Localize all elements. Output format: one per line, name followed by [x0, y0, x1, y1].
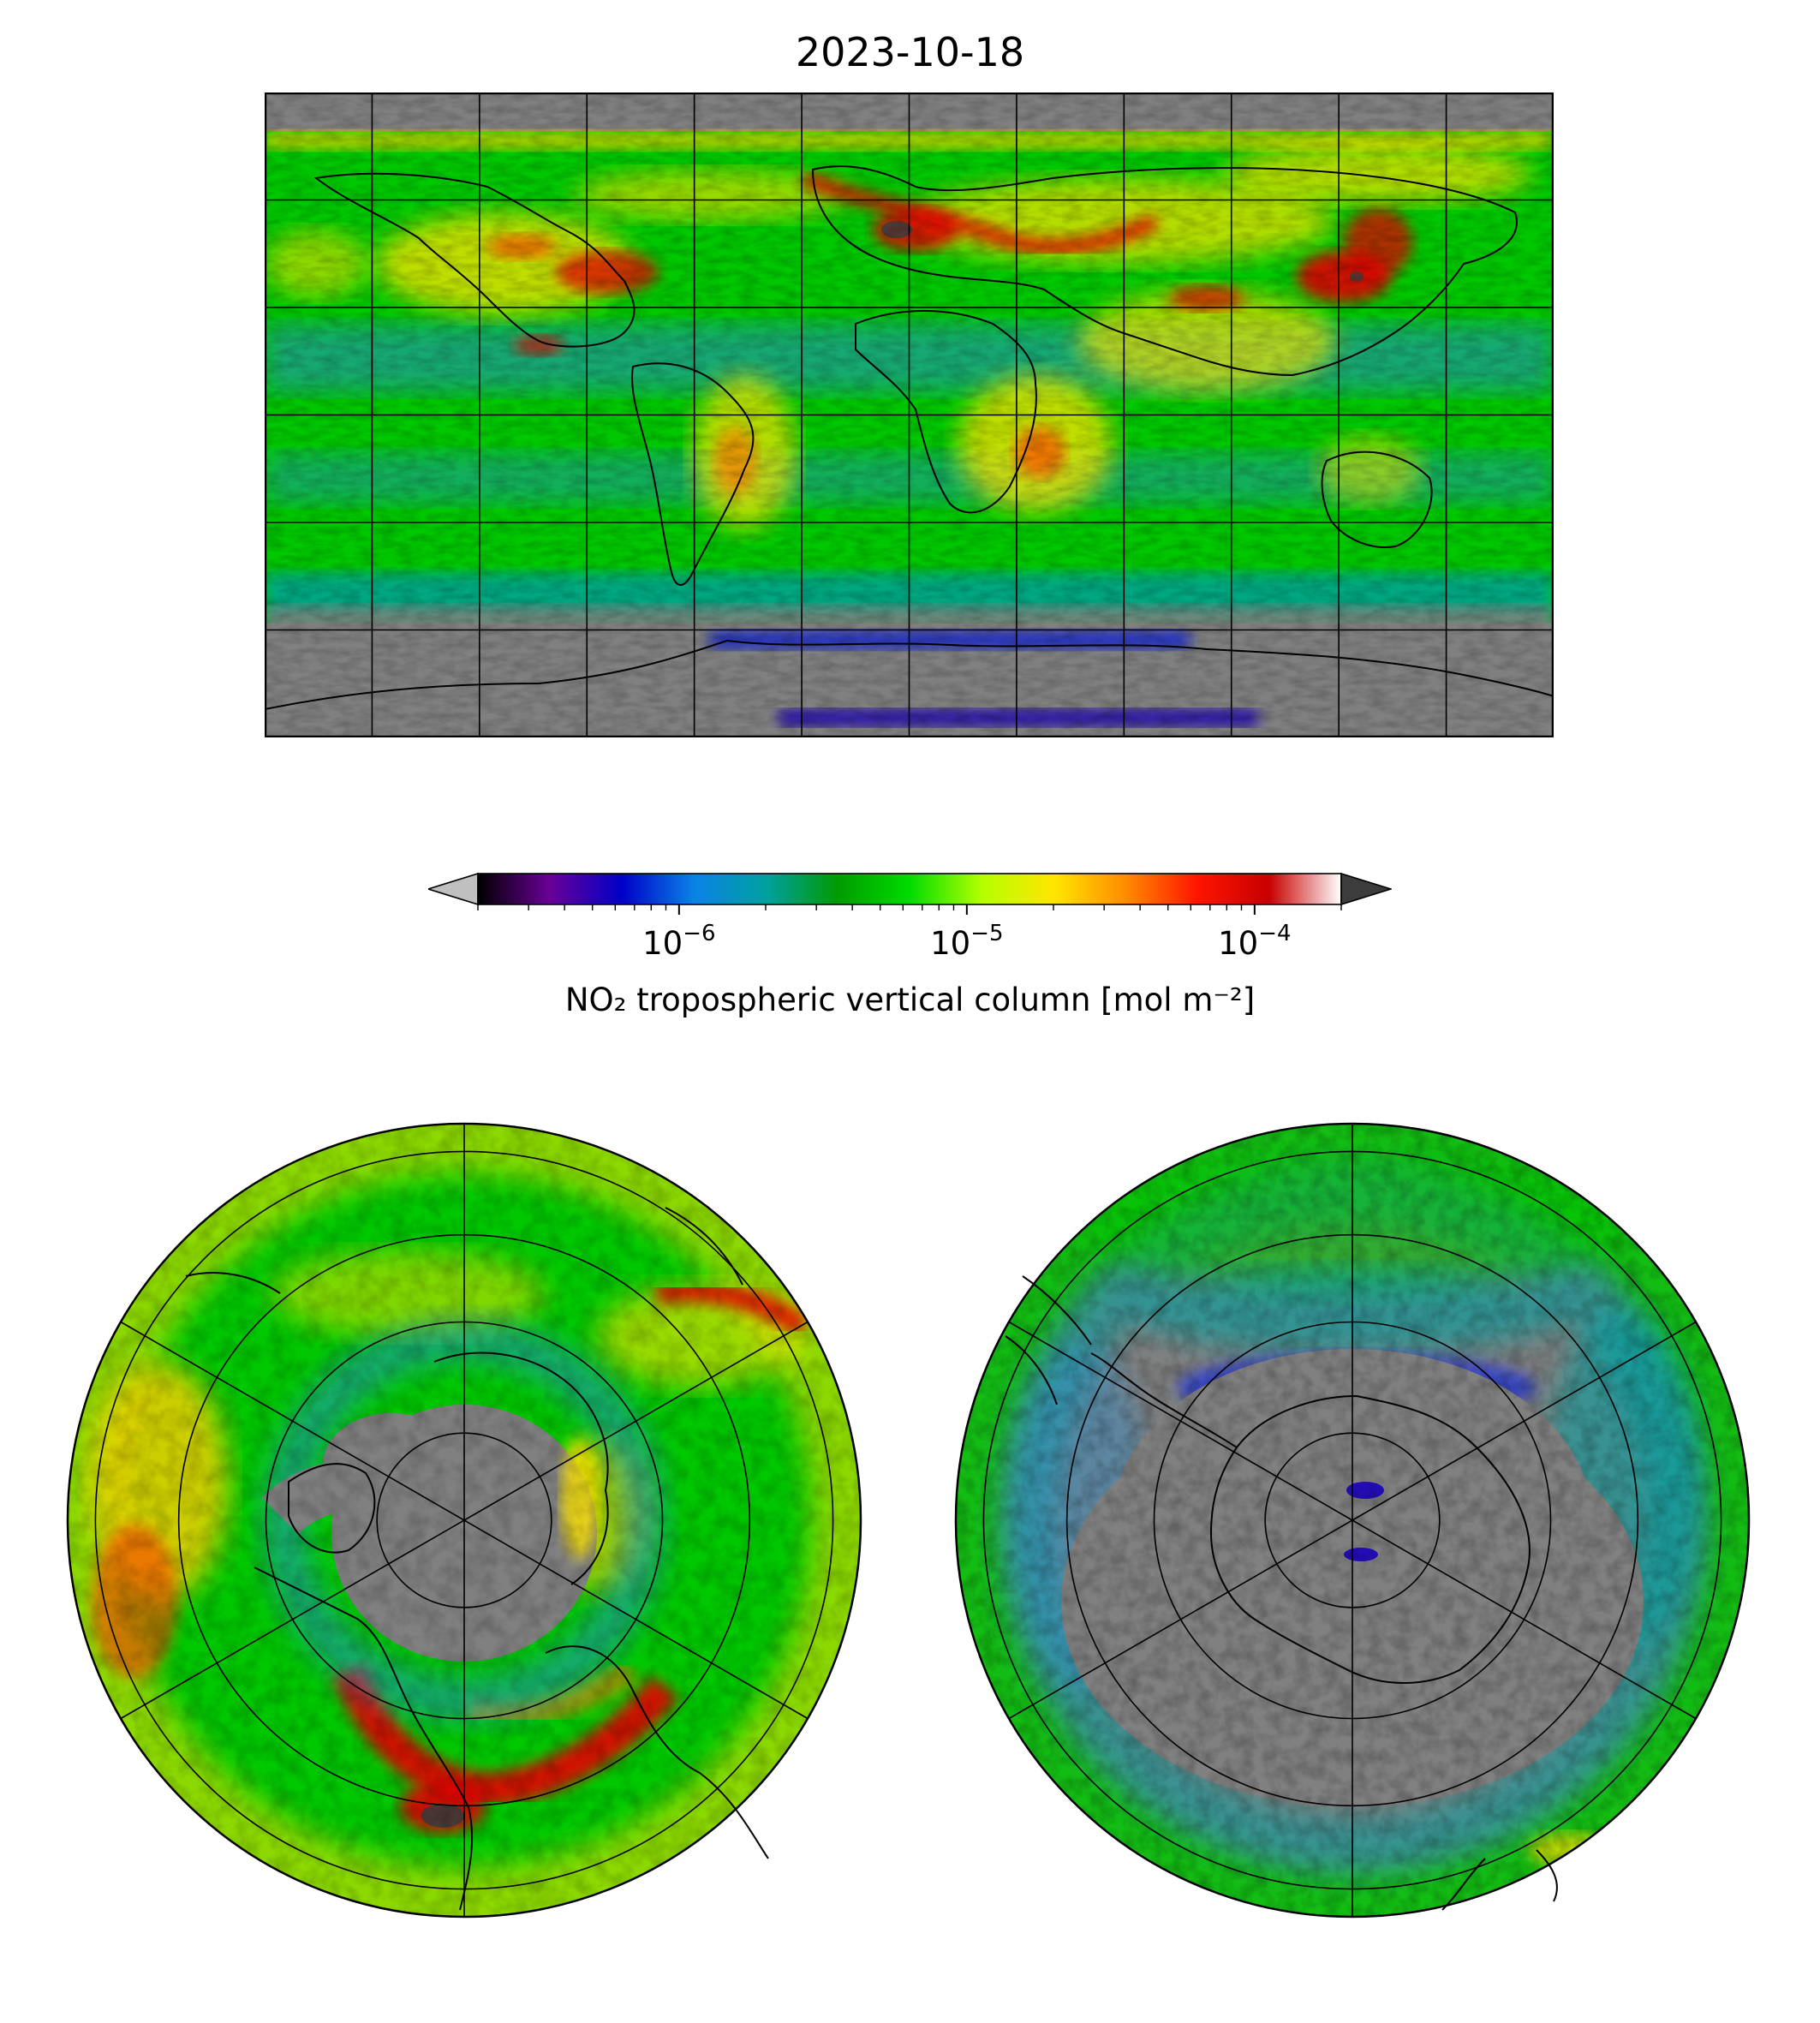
global-coastlines: [265, 165, 1554, 710]
north-gridlines: [94, 1124, 834, 1917]
south-gridlines: [982, 1124, 1722, 1917]
north-polar-frame: [66, 1122, 862, 1919]
meridian-ray: [1352, 1321, 1697, 1521]
colorbar: 10−6 10−5 10−4: [426, 872, 1393, 975]
global-map-frame: [265, 92, 1554, 737]
south-polar-map: [954, 1122, 1751, 1919]
colorbar-label: NO₂ tropospheric vertical column [mol m⁻…: [564, 982, 1256, 1018]
north-polar-map: [66, 1122, 862, 1919]
meridian-ray: [463, 1519, 809, 1720]
meridian-ray: [1352, 1519, 1697, 1720]
colorbar-ticks: 10−6 10−5 10−4: [477, 904, 1342, 962]
colorbar-tick-label: 10−6: [642, 921, 715, 962]
global-map: [265, 92, 1554, 737]
colorbar-tick-label: 10−4: [1218, 921, 1291, 962]
south-coastlines: [1005, 1275, 1558, 1911]
colorbar-under-triangle: [426, 872, 479, 906]
meridian-ray: [120, 1321, 465, 1521]
meridian-ray: [1008, 1519, 1353, 1720]
meridian-ray: [1008, 1321, 1353, 1521]
colorbar-gradient: [477, 873, 1342, 905]
meridian-ray: [463, 1321, 809, 1521]
meridian-ray: [120, 1519, 465, 1720]
figure-title: 2023-10-18: [795, 29, 1025, 75]
colorbar-over-triangle: [1340, 872, 1393, 906]
colorbar-tick-label: 10−5: [930, 921, 1003, 962]
global-gridlines: [265, 92, 1554, 737]
south-polar-frame: [954, 1122, 1751, 1919]
north-coastlines: [185, 1207, 769, 1911]
